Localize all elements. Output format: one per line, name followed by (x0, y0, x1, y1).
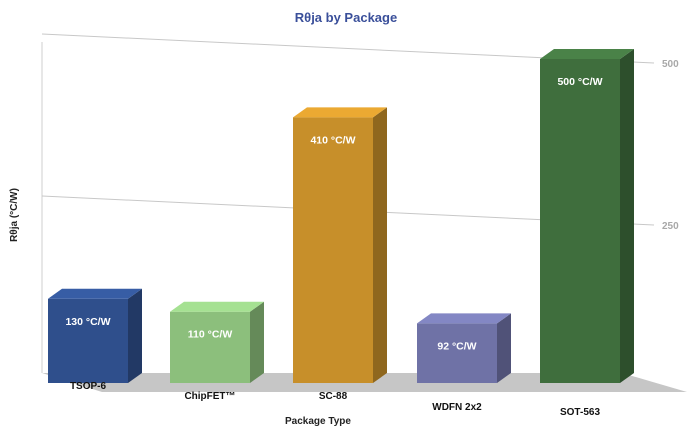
bar-front (170, 311, 250, 383)
category-label: SOT-563 (560, 407, 600, 418)
y-tick-label: 250 (662, 221, 679, 232)
bar-side (497, 313, 511, 383)
bar-top (48, 288, 142, 299)
y-tick-label: 500 (662, 59, 679, 70)
data-label: 110 °C/W (188, 329, 233, 341)
bar-top (293, 107, 387, 118)
bar-top (170, 301, 264, 312)
bar-side (373, 107, 387, 383)
data-label: 130 °C/W (65, 316, 110, 328)
bar-front (48, 298, 128, 383)
bar-front (293, 117, 373, 383)
bar-series: 130 °C/W 110 °C/W 410 °C/W 92 °C/W 500 °C/W (48, 49, 634, 383)
bar-front (540, 59, 620, 383)
bar: 110 °C/W (170, 301, 264, 383)
bar: 500 °C/W (540, 49, 634, 383)
y-axis-label: Rθja (°C/W) (9, 188, 20, 242)
bar-side (620, 49, 634, 383)
x-axis-label: Package Type (285, 416, 351, 427)
chart-title: Rθja by Package (295, 10, 397, 25)
bar-side (128, 288, 142, 383)
bar: 130 °C/W (48, 288, 142, 383)
bar-top (417, 313, 511, 324)
category-label: TSOP-6 (70, 381, 107, 392)
bar-front (417, 323, 497, 383)
bar: 410 °C/W (293, 107, 387, 383)
bar: 92 °C/W (417, 313, 511, 383)
data-label: 92 °C/W (437, 340, 476, 352)
category-label: SC-88 (319, 391, 348, 402)
category-label: WDFN 2x2 (432, 402, 482, 413)
bar-side (250, 301, 264, 383)
data-label: 500 °C/W (557, 76, 602, 88)
category-labels: TSOP-6 ChipFET™ SC-88 WDFN 2x2 SOT-563 (70, 381, 601, 418)
data-label: 410 °C/W (310, 134, 355, 146)
category-label: ChipFET™ (184, 391, 235, 402)
bar-top (540, 49, 634, 59)
